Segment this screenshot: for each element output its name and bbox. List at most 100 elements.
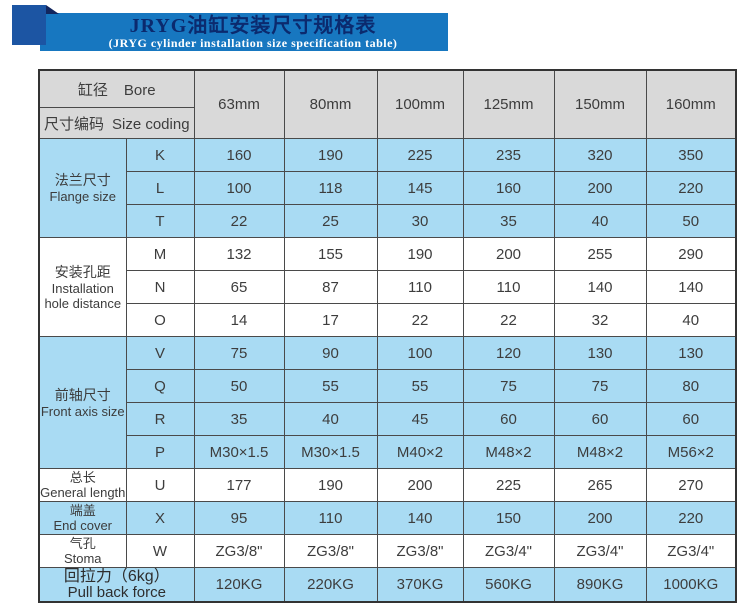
value-cell: 35 bbox=[462, 204, 555, 238]
value-cell: 75 bbox=[553, 369, 647, 403]
value-cell: 220 bbox=[645, 501, 737, 535]
group-label-installation-hole-distance: 安装孔距 Installation hole distance bbox=[38, 237, 127, 337]
group-label-en: Installation hole distance bbox=[44, 280, 122, 311]
value-cell: M48×2 bbox=[462, 435, 555, 469]
footer-label-en: Pull back force bbox=[67, 584, 166, 601]
value-cell: 160 bbox=[193, 138, 285, 172]
value-cell: 22 bbox=[193, 204, 285, 238]
value-cell: 17 bbox=[283, 303, 378, 337]
value-cell: 270 bbox=[645, 468, 737, 502]
ribbon-fold-icon bbox=[46, 5, 59, 14]
header-row-bore: 缸径 Bore 63mm 80mm 100mm 125mm 150mm 160mm bbox=[38, 69, 737, 139]
table-row-P: P M30×1.5 M30×1.5 M40×2 M48×2 M48×2 M56×… bbox=[39, 435, 737, 469]
group-label-zh: 安装孔距 bbox=[54, 263, 111, 280]
value-cell: 190 bbox=[376, 237, 464, 271]
value-cell: 55 bbox=[376, 369, 464, 403]
header-row-size-coding: 尺寸编码 Size coding bbox=[38, 107, 736, 139]
value-cell: ZG3/8" bbox=[283, 534, 378, 568]
value-cell: 200 bbox=[376, 468, 464, 502]
value-cell: 120 bbox=[462, 336, 555, 370]
table-row-U: 总长 General length U 177 190 200 225 265 … bbox=[38, 468, 737, 502]
value-cell: 22 bbox=[376, 303, 464, 337]
row-code: P bbox=[125, 435, 195, 469]
group-label-en: Front axis size bbox=[40, 403, 125, 419]
column-header-63mm: 63mm bbox=[193, 69, 285, 139]
column-header-80mm: 80mm bbox=[283, 69, 378, 139]
size-coding-label-en: Size coding bbox=[111, 115, 190, 133]
value-cell: 50 bbox=[645, 204, 737, 238]
row-code: M bbox=[125, 237, 195, 271]
group-label-zh: 总长 bbox=[69, 470, 96, 485]
value-cell: 75 bbox=[193, 336, 285, 370]
value-cell: 290 bbox=[645, 237, 737, 271]
table-row-X: 端盖 End cover X 95 110 140 150 200 220 bbox=[38, 501, 737, 535]
value-cell: 177 bbox=[193, 468, 285, 502]
value-cell: 65 bbox=[193, 270, 285, 304]
bore-label-en: Bore bbox=[123, 81, 156, 99]
group-label-en: End cover bbox=[53, 518, 113, 533]
group-label-end-cover: 端盖 End cover bbox=[38, 501, 127, 535]
value-cell: 87 bbox=[283, 270, 378, 304]
value-cell: 130 bbox=[645, 336, 737, 370]
value-cell: 155 bbox=[283, 237, 378, 271]
value-cell: 255 bbox=[553, 237, 647, 271]
group-label-en: Stoma bbox=[63, 551, 102, 566]
value-cell: 80 bbox=[645, 369, 737, 403]
value-cell: 32 bbox=[553, 303, 647, 337]
value-cell: 145 bbox=[376, 171, 464, 205]
footer-label-zh: 回拉力（6kg） bbox=[63, 568, 170, 585]
value-cell: 30 bbox=[376, 204, 464, 238]
table-row-W: 气孔 Stoma W ZG3/8" ZG3/8" ZG3/8" ZG3/4" Z… bbox=[38, 534, 737, 568]
row-code: N bbox=[125, 270, 195, 304]
group-label-zh: 前轴尺寸 bbox=[54, 386, 111, 403]
value-cell: 40 bbox=[283, 402, 378, 436]
group-label-en: General length bbox=[40, 485, 126, 500]
group-label-zh: 法兰尺寸 bbox=[54, 172, 111, 188]
group-label-stoma: 气孔 Stoma bbox=[38, 534, 127, 568]
value-cell: 560KG bbox=[462, 567, 555, 603]
table-row-V: 前轴尺寸 Front axis size V 75 90 100 120 130… bbox=[38, 336, 737, 469]
value-cell: M48×2 bbox=[553, 435, 647, 469]
value-cell: 130 bbox=[553, 336, 647, 370]
value-cell: 14 bbox=[193, 303, 285, 337]
table-row-T: T 22 25 30 35 40 50 bbox=[39, 204, 737, 238]
value-cell: 90 bbox=[283, 336, 378, 370]
column-header-100mm: 100mm bbox=[376, 69, 464, 139]
value-cell: 190 bbox=[283, 468, 378, 502]
value-cell: 110 bbox=[462, 270, 555, 304]
table-row-K: 法兰尺寸 Flange size K 160 190 225 235 320 3… bbox=[38, 138, 737, 238]
value-cell: 140 bbox=[553, 270, 647, 304]
value-cell: 25 bbox=[283, 204, 378, 238]
value-cell: 45 bbox=[376, 402, 464, 436]
value-cell: 55 bbox=[283, 369, 378, 403]
value-cell: 110 bbox=[376, 270, 464, 304]
value-cell: 370KG bbox=[376, 567, 464, 603]
value-cell: ZG3/4" bbox=[645, 534, 737, 568]
value-cell: M30×1.5 bbox=[193, 435, 285, 469]
value-cell: 320 bbox=[553, 138, 647, 172]
value-cell: M56×2 bbox=[645, 435, 737, 469]
value-cell: 120KG bbox=[193, 567, 285, 603]
value-cell: 35 bbox=[193, 402, 285, 436]
footer-label-pull-back-force: 回拉力（6kg） Pull back force bbox=[38, 567, 195, 603]
group-label-front-axis-size: 前轴尺寸 Front axis size bbox=[38, 336, 127, 469]
value-cell: 190 bbox=[283, 138, 378, 172]
value-cell: 225 bbox=[462, 468, 555, 502]
value-cell: 160 bbox=[462, 171, 555, 205]
table-row-M: 安装孔距 Installation hole distance M 132 15… bbox=[38, 237, 737, 337]
row-code: O bbox=[125, 303, 195, 337]
table-row-Q: Q 50 55 55 75 75 80 bbox=[39, 369, 737, 403]
page-title: JRYG油缸安装尺寸规格表 bbox=[129, 15, 377, 37]
value-cell: 150 bbox=[462, 501, 555, 535]
value-cell: ZG3/4" bbox=[553, 534, 647, 568]
column-header-150mm: 150mm bbox=[553, 69, 647, 139]
table-row-R: R 35 40 45 60 60 60 bbox=[39, 402, 737, 436]
group-label-zh: 端盖 bbox=[69, 503, 96, 518]
row-code: V bbox=[125, 336, 195, 370]
value-cell: 235 bbox=[462, 138, 555, 172]
value-cell: 200 bbox=[462, 237, 555, 271]
table-row-L: L 100 118 145 160 200 220 bbox=[39, 171, 737, 205]
value-cell: ZG3/4" bbox=[462, 534, 555, 568]
value-cell: 100 bbox=[193, 171, 285, 205]
value-cell: 350 bbox=[645, 138, 737, 172]
